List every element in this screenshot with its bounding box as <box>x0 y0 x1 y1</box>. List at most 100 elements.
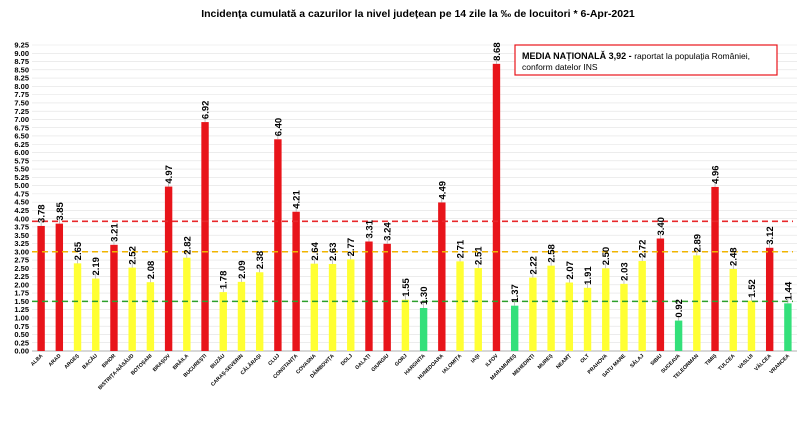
y-tick-label: 8.50 <box>14 65 29 74</box>
y-tick-label: 5.25 <box>14 173 29 182</box>
national-average-text: MEDIA NAȚIONALĂ 3,92 - raportat la popul… <box>522 51 750 61</box>
bar <box>274 139 282 351</box>
bar <box>529 277 537 351</box>
data-label: 3.78 <box>37 204 48 223</box>
y-tick-label: 3.25 <box>14 239 29 248</box>
y-tick-label: 6.75 <box>14 123 29 132</box>
data-label: 2.71 <box>456 239 467 258</box>
y-tick-label: 0.50 <box>14 330 29 339</box>
y-tick-label: 6.50 <box>14 132 29 141</box>
y-tick-label: 1.25 <box>14 305 29 314</box>
bar <box>365 241 373 351</box>
y-tick-label: 8.25 <box>14 74 29 83</box>
y-tick-label: 2.25 <box>14 272 29 281</box>
bar <box>583 287 592 351</box>
bar <box>729 268 737 351</box>
x-tick-label: VASLUI <box>737 353 755 371</box>
x-tick-label: VRANCEA <box>769 353 792 376</box>
threshold-lines <box>32 220 793 303</box>
y-axis-ticks: 0.000.250.500.751.001.251.501.752.002.25… <box>14 41 29 356</box>
y-tick-label: 8.75 <box>14 57 29 66</box>
data-label: 3.21 <box>109 223 120 242</box>
x-tick-label: ILFOV <box>485 353 500 368</box>
y-tick-label: 1.50 <box>14 297 29 306</box>
x-tick-label: BRAȘOV <box>152 353 172 373</box>
data-label: 2.07 <box>565 261 576 280</box>
bar <box>73 263 82 351</box>
bar <box>401 299 410 351</box>
bar <box>674 320 683 351</box>
x-tick-label: GORJ <box>394 353 409 368</box>
y-tick-label: 7.75 <box>14 90 29 99</box>
data-label: 1.44 <box>783 281 794 300</box>
data-label: 2.51 <box>474 246 485 265</box>
y-tick-label: 7.00 <box>14 115 29 124</box>
y-tick-label: 6.00 <box>14 148 29 157</box>
national-average-note: raportat la populația României, <box>634 51 750 61</box>
national-average-box-border <box>514 44 778 76</box>
bar <box>183 257 191 351</box>
bar <box>638 261 646 351</box>
national-average-source: conform datelor INS <box>522 62 598 72</box>
x-tick-label: SIBIU <box>650 353 664 367</box>
data-label: 4.21 <box>292 190 303 209</box>
data-label: 6.92 <box>201 101 212 120</box>
national-average-box: MEDIA NAȚIONALĂ 3,92 - raportat la popul… <box>514 44 778 76</box>
bar <box>438 202 446 351</box>
bar <box>419 307 428 351</box>
national-average-bold: MEDIA NAȚIONALĂ 3,92 - <box>522 51 634 61</box>
bar <box>201 122 209 351</box>
data-label: 2.77 <box>346 238 357 257</box>
y-tick-label: 3.75 <box>14 223 29 232</box>
data-label: 2.52 <box>128 246 139 265</box>
data-label: 4.49 <box>437 181 448 200</box>
data-label: 1.30 <box>419 286 430 305</box>
y-tick-label: 9.25 <box>14 41 29 50</box>
y-tick-label: 4.00 <box>14 214 29 223</box>
x-tick-label: IALOMIȚA <box>441 353 463 375</box>
data-label: 2.64 <box>310 241 321 260</box>
bar <box>547 265 555 351</box>
x-tick-label: IAȘI <box>470 353 482 365</box>
x-tick-label: TULCEA <box>717 353 736 372</box>
data-labels: 3.78 3.85 2.65 2.19 3.21 2.52 2.08 4.97 2.82 6.92… <box>37 42 794 321</box>
x-tick-label: CLUJ <box>267 353 281 367</box>
data-label: 6.40 <box>273 118 284 137</box>
y-tick-label: 0.00 <box>14 347 29 356</box>
y-tick-label: 5.00 <box>14 181 29 190</box>
y-tick-label: 3.00 <box>14 247 29 256</box>
x-axis-ticks: ALBA ARAD ARGEȘ BACĂU BIHORBISTRIȚA-NĂSĂUDBO… <box>30 352 791 391</box>
data-label: 2.03 <box>619 262 630 281</box>
data-label: 2.48 <box>729 247 740 266</box>
bar <box>37 225 45 351</box>
data-label: 2.19 <box>91 257 102 276</box>
bar <box>164 186 173 351</box>
x-tick-label: GIURGIU <box>370 353 390 373</box>
x-tick-label: BUZĂU <box>209 352 227 370</box>
bar <box>765 247 774 351</box>
data-label: 3.85 <box>55 201 66 220</box>
y-tick-label: 4.25 <box>14 206 29 215</box>
data-label: 1.91 <box>583 266 594 285</box>
chart-title: Incidența cumulată a cazurilor la nivel … <box>201 8 635 20</box>
bar <box>128 267 136 351</box>
x-tick-label: ARGEȘ <box>63 353 81 371</box>
data-label: 2.58 <box>547 244 558 263</box>
y-tick-label: 2.50 <box>14 264 29 273</box>
x-tick-label: BACĂU <box>81 352 99 370</box>
bar <box>110 244 118 351</box>
data-label: 3.31 <box>364 219 375 238</box>
bar <box>456 261 464 351</box>
y-tick-label: 1.00 <box>14 314 29 323</box>
data-label: 2.38 <box>255 251 266 270</box>
y-tick-label: 9.00 <box>14 49 29 58</box>
bar <box>474 267 482 351</box>
x-tick-label: TIMIȘ <box>704 353 718 367</box>
bar <box>146 282 155 351</box>
bar <box>620 283 628 351</box>
y-tick-label: 8.00 <box>14 82 29 91</box>
data-label: 4.96 <box>711 165 722 184</box>
y-tick-label: 4.50 <box>14 198 29 207</box>
bar <box>602 268 610 351</box>
bar <box>219 292 227 351</box>
